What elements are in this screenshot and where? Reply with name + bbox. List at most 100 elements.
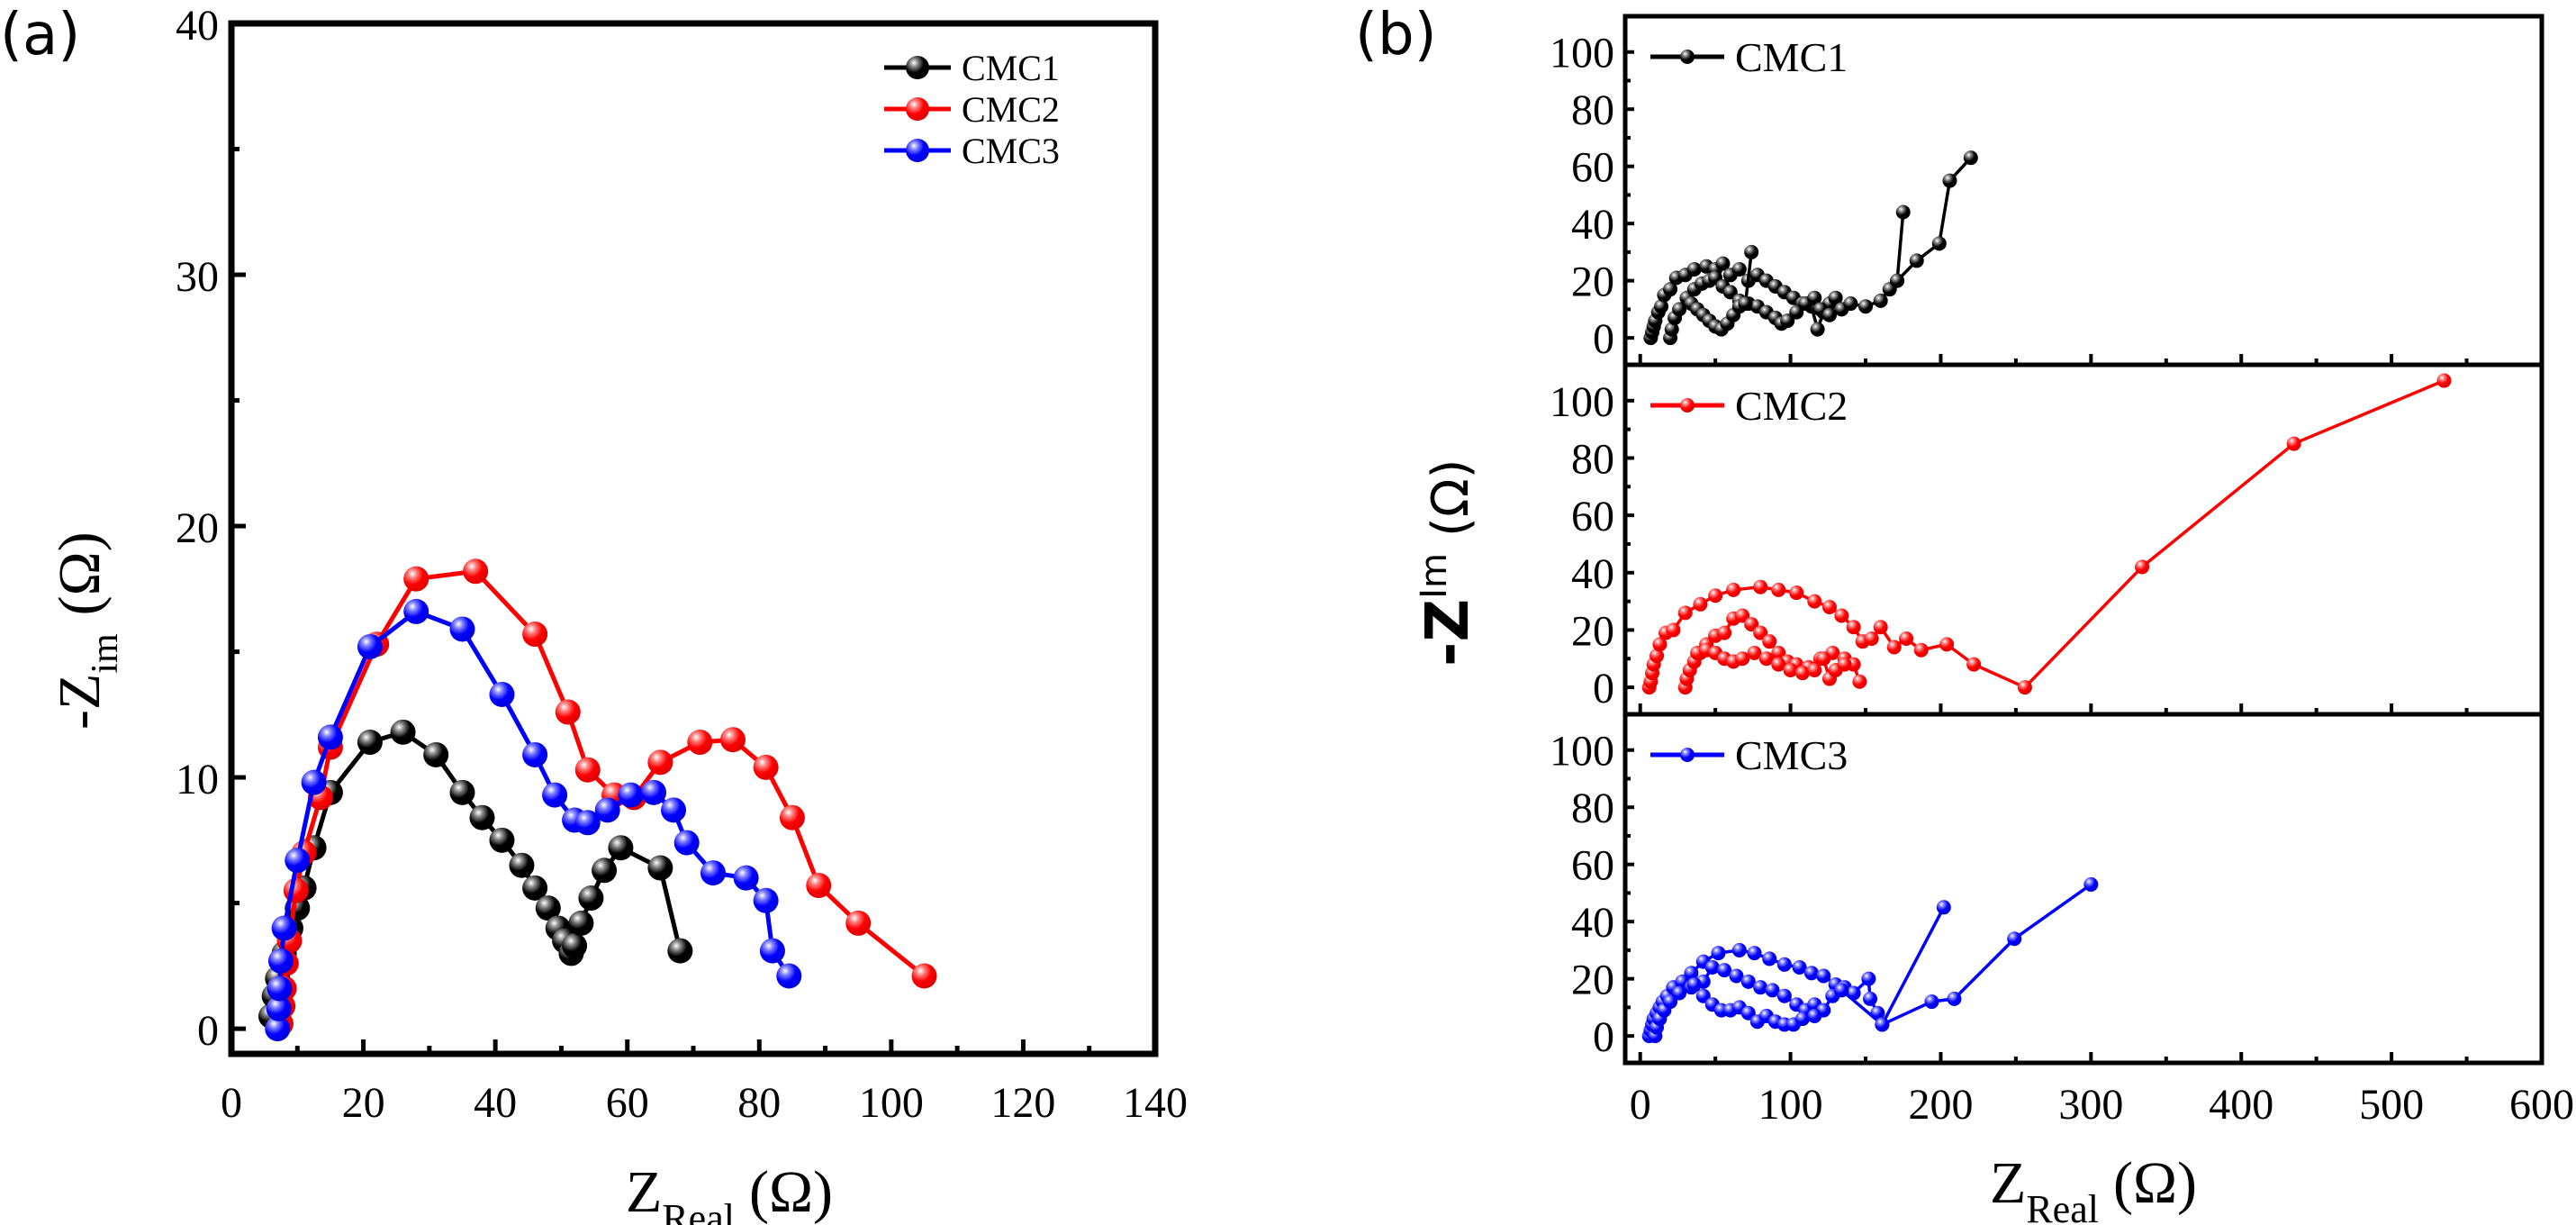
legend-label: CMC1 bbox=[962, 48, 1060, 88]
x-tick-label: 80 bbox=[737, 1079, 781, 1127]
y-tick-label: 30 bbox=[176, 253, 219, 301]
legend-marker bbox=[906, 97, 929, 121]
data-point bbox=[574, 757, 601, 783]
y-tick-label: 20 bbox=[1571, 957, 1614, 1004]
legend-label: CMC2 bbox=[962, 89, 1060, 130]
series-cmc2 bbox=[267, 558, 937, 1037]
data-point bbox=[266, 995, 292, 1021]
data-point bbox=[1664, 322, 1679, 337]
data-point bbox=[1936, 900, 1951, 915]
data-point bbox=[1753, 579, 1768, 594]
data-point bbox=[1726, 582, 1741, 597]
data-point bbox=[1913, 642, 1929, 658]
data-point bbox=[469, 804, 495, 830]
data-point bbox=[592, 858, 618, 884]
x-tick-label: 0 bbox=[221, 1079, 242, 1127]
svg-text:-ZIm(Ω): -ZIm (Ω) bbox=[1413, 458, 1482, 667]
data-point bbox=[1828, 290, 1843, 305]
data-point bbox=[522, 875, 548, 901]
data-point bbox=[1803, 966, 1819, 981]
data-point bbox=[1776, 957, 1792, 972]
data-point bbox=[2436, 373, 2452, 388]
subplot-cmc3: 0 20 40 60 80 100 0 100 200 300 400 500 600 CMC3 bbox=[1550, 712, 2574, 1129]
x-tick-label: 120 bbox=[990, 1079, 1055, 1127]
y-tick-label: 80 bbox=[1571, 86, 1614, 134]
y-tick-label: 80 bbox=[1571, 785, 1614, 832]
data-point bbox=[1890, 273, 1905, 288]
series-cmc2 bbox=[1641, 373, 2452, 695]
legend-item-cmc2: CMC2 bbox=[884, 89, 1060, 130]
x-tick-label: 200 bbox=[1908, 1081, 1973, 1129]
data-point bbox=[661, 797, 687, 823]
series-line bbox=[268, 730, 682, 1017]
y-tick-label: 10 bbox=[176, 756, 219, 803]
data-point bbox=[1731, 942, 1747, 957]
data-point bbox=[1792, 959, 1807, 975]
subplot-cmc1: 0 20 40 60 80 100 CMC1 bbox=[1550, 14, 2544, 368]
data-point bbox=[1863, 991, 1878, 1006]
data-point bbox=[1816, 651, 1831, 667]
data-point bbox=[2286, 436, 2301, 451]
y-tick-label: 80 bbox=[1571, 435, 1614, 483]
data-point bbox=[574, 810, 601, 836]
data-point bbox=[2007, 931, 2022, 947]
y-title-main: -Z bbox=[1413, 599, 1482, 667]
data-point bbox=[1873, 620, 1888, 635]
data-point bbox=[1807, 594, 1822, 609]
legend-item-cmc2: CMC2 bbox=[1650, 383, 1848, 429]
data-point bbox=[265, 1016, 291, 1042]
panel-a-ticks: 0 20 40 60 80 100 120 140 0 10 20 30 40 bbox=[176, 2, 1188, 1127]
legend-marker bbox=[906, 139, 929, 162]
y-tick-label: 60 bbox=[1571, 144, 1614, 192]
data-point bbox=[1695, 988, 1711, 1003]
series-line bbox=[275, 609, 791, 1030]
data-point bbox=[1843, 296, 1858, 312]
panel-a-series bbox=[258, 558, 937, 1042]
x-title-main: Z bbox=[1990, 1150, 2026, 1216]
data-point bbox=[463, 558, 489, 585]
data-point bbox=[1864, 631, 1879, 646]
data-point bbox=[1686, 261, 1702, 277]
data-point bbox=[1740, 1005, 1756, 1021]
data-point bbox=[1744, 244, 1759, 259]
data-point bbox=[1762, 634, 1777, 649]
panel-label-a: (a) bbox=[0, 2, 80, 68]
data-point bbox=[283, 877, 309, 903]
legend-label: CMC1 bbox=[1735, 34, 1848, 80]
y-tick-label: 0 bbox=[1593, 665, 1614, 712]
data-point bbox=[1816, 968, 1831, 984]
data-point bbox=[1783, 662, 1798, 677]
y-tick-label: 0 bbox=[1593, 1013, 1614, 1061]
data-point bbox=[267, 948, 294, 974]
y-tick-label: 0 bbox=[197, 1007, 219, 1055]
data-point bbox=[779, 804, 805, 830]
data-point bbox=[1753, 980, 1768, 995]
y-title-sub: Im bbox=[1414, 553, 1455, 599]
x-title-main: Z bbox=[626, 1159, 662, 1225]
data-point bbox=[1740, 974, 1756, 989]
series-cmc1 bbox=[1643, 150, 1978, 346]
data-point bbox=[1672, 985, 1687, 1001]
data-point bbox=[1735, 651, 1750, 667]
data-point bbox=[562, 933, 588, 959]
x-tick-label: 60 bbox=[606, 1079, 649, 1127]
data-point bbox=[700, 860, 726, 886]
data-point bbox=[2135, 559, 2150, 575]
data-point bbox=[594, 797, 620, 823]
series-cmc3 bbox=[1641, 876, 2099, 1044]
data-point bbox=[1711, 946, 1726, 961]
subplot-cmc2: 0 20 40 60 80 100 CMC2 bbox=[1550, 362, 2544, 717]
y-tick-label: 20 bbox=[1571, 259, 1614, 306]
data-point bbox=[423, 741, 449, 767]
data-point bbox=[1810, 322, 1825, 337]
data-point bbox=[1886, 640, 1902, 655]
y-tick-label: 60 bbox=[1571, 493, 1614, 540]
data-point bbox=[271, 915, 297, 941]
data-point bbox=[647, 855, 673, 881]
legend-label: CMC3 bbox=[1735, 732, 1848, 778]
data-point bbox=[1963, 150, 1978, 166]
x-title-unit: (Ω) bbox=[749, 1159, 833, 1225]
data-point bbox=[1771, 645, 1786, 660]
data-point bbox=[1807, 662, 1822, 677]
